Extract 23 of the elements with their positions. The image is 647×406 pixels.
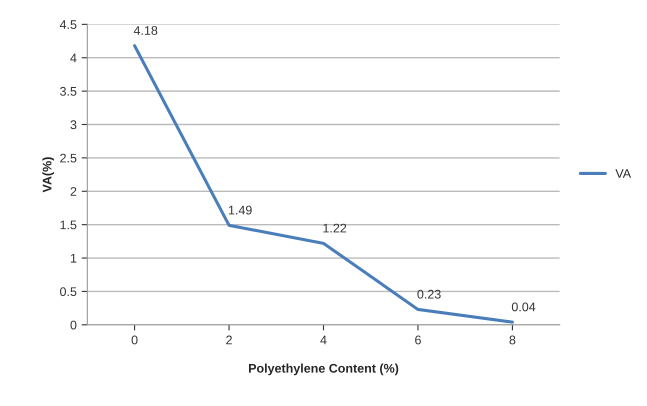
x-tick-label: 0 xyxy=(132,336,138,344)
data-label: 1.22 xyxy=(323,224,346,232)
data-label: 0.04 xyxy=(512,302,536,312)
y-tick-label: 2 xyxy=(70,187,76,196)
y-tick-label: 3 xyxy=(70,120,76,130)
data-label: 0.23 xyxy=(417,290,441,299)
x-axis-title: Polyethylene Content (%) xyxy=(248,364,398,376)
y-tick-label: 1.5 xyxy=(60,220,76,230)
y-tick-label: 2.5 xyxy=(60,154,76,163)
data-label: 1.49 xyxy=(228,206,252,215)
y-tick-label: 3.5 xyxy=(60,86,76,96)
x-tick-label: 4 xyxy=(320,336,327,344)
y-axis-title: VA(%) xyxy=(42,157,54,192)
x-tick-label: 6 xyxy=(415,336,421,344)
y-tick-label: 0 xyxy=(70,320,76,330)
y-tick-label: 4 xyxy=(70,54,77,62)
x-tick-label: 8 xyxy=(509,336,516,344)
y-tick-label: 1 xyxy=(70,254,76,263)
legend-label: VA xyxy=(615,169,632,178)
y-tick-label: 0.5 xyxy=(60,287,76,296)
data-label: 4.18 xyxy=(134,26,158,35)
x-tick-label: 2 xyxy=(226,336,232,344)
y-tick-label: 4.5 xyxy=(60,20,76,30)
